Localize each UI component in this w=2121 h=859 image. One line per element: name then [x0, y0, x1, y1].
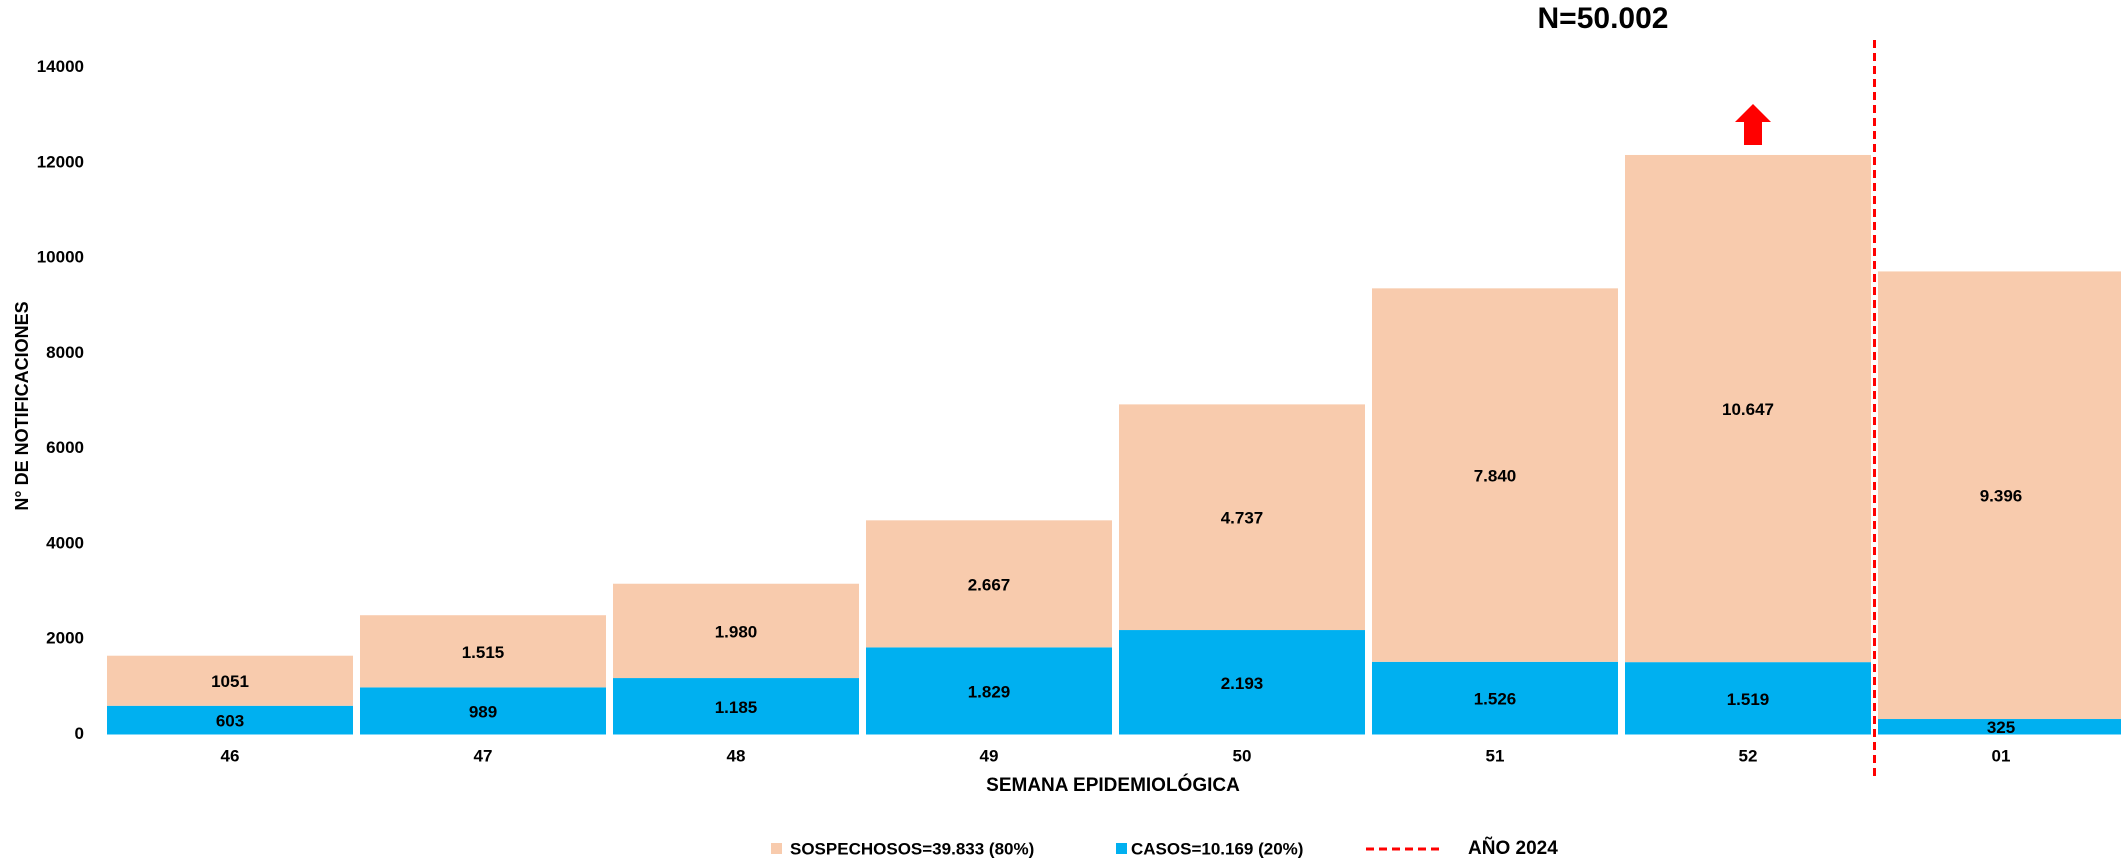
- data-label: 1.519: [1727, 690, 1770, 709]
- y-tick-label: 10000: [37, 248, 84, 267]
- bar-segment: [1625, 154, 1871, 663]
- x-tick-label: 50: [1233, 746, 1252, 765]
- x-axis-label: SEMANA EPIDEMIOLÓGICA: [986, 774, 1240, 796]
- x-tick-label: 46: [221, 746, 240, 765]
- data-label: 2.193: [1221, 674, 1264, 693]
- y-tick-label: 4000: [46, 533, 84, 552]
- bar-segment: [613, 583, 859, 679]
- bar-segment: [107, 705, 353, 735]
- data-label: 2.667: [968, 575, 1011, 594]
- bar-segment: [360, 687, 606, 735]
- y-tick-label: 8000: [46, 343, 84, 362]
- y-tick-label: 14000: [37, 57, 84, 76]
- legend-label: CASOS=10.169 (20%): [1131, 839, 1303, 858]
- data-label: 1.515: [462, 643, 505, 662]
- y-tick-label: 2000: [46, 629, 84, 648]
- bar-segment: [1372, 288, 1618, 662]
- y-tick-label: 0: [75, 724, 84, 743]
- data-label: 7.840: [1474, 467, 1517, 486]
- bar-segment: [1625, 662, 1871, 735]
- legend-label: AÑO 2024: [1468, 837, 1558, 859]
- bar-segment: [1119, 630, 1365, 735]
- data-label: 10.647: [1722, 400, 1774, 419]
- x-tick-label: 51: [1486, 746, 1505, 765]
- data-label: 1.829: [968, 682, 1011, 701]
- x-tick-label: 52: [1739, 746, 1758, 765]
- bar-segment: [866, 520, 1112, 648]
- data-label: 1.980: [715, 622, 758, 641]
- bar-segment: [107, 655, 353, 706]
- data-label: 1.526: [1474, 690, 1517, 709]
- x-tick-label: 01: [1992, 746, 2011, 765]
- bar-segment: [1119, 404, 1365, 631]
- data-label: 1051: [211, 672, 249, 691]
- bar-segment: [360, 615, 606, 688]
- data-label: 603: [216, 712, 244, 731]
- x-tick-label: 48: [727, 746, 746, 765]
- data-label: 9.396: [1980, 487, 2023, 506]
- x-tick-label: 47: [474, 746, 493, 765]
- y-axis-label: N° DE NOTIFICACIONES: [12, 301, 32, 510]
- data-label: 989: [469, 702, 497, 721]
- data-label: 1.185: [715, 698, 758, 717]
- x-tick-label: 49: [980, 746, 999, 765]
- bar-segment: [1372, 661, 1618, 735]
- bar-segment: [613, 678, 859, 735]
- y-tick-label: 12000: [37, 152, 84, 171]
- bar-segment: [1878, 271, 2121, 720]
- legend-swatch: [1116, 843, 1127, 854]
- legend-swatch: [771, 843, 782, 854]
- bar-segment: [866, 647, 1112, 735]
- data-label: 4.737: [1221, 509, 1264, 528]
- data-label: 325: [1987, 718, 2015, 737]
- y-tick-label: 6000: [46, 438, 84, 457]
- arrow-up: [1735, 104, 1771, 145]
- legend-label: SOSPECHOSOS=39.833 (80%): [790, 839, 1034, 858]
- bar-segment: [1878, 719, 2121, 735]
- chart-title: N=50.002: [1538, 2, 1669, 35]
